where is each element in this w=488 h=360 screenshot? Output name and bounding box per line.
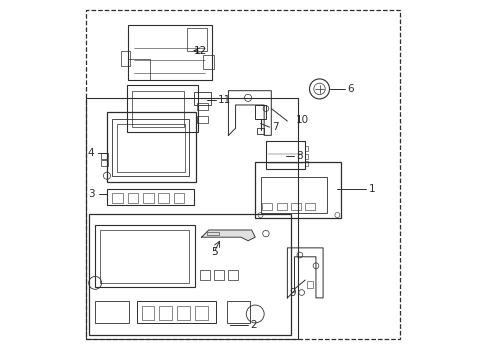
Bar [304,154,307,158]
Bar [126,85,198,132]
Text: 5: 5 [210,247,217,257]
Bar [107,189,194,205]
Bar [255,105,265,119]
Text: 2: 2 [250,320,257,330]
Polygon shape [201,230,255,241]
Bar [128,24,212,80]
Bar [89,214,290,336]
Bar [203,55,214,69]
Bar [132,91,183,127]
Bar [304,161,307,166]
Bar [177,306,189,320]
Bar [121,51,130,66]
Bar [304,146,307,151]
Bar [159,306,172,320]
Bar [85,10,399,339]
Bar [194,93,210,105]
Text: 6: 6 [346,84,353,94]
Bar [158,193,169,203]
Text: 1: 1 [367,184,374,194]
Bar [128,59,149,80]
Bar [95,301,129,323]
Bar [276,203,286,210]
Text: 9: 9 [289,288,295,297]
Bar [100,230,189,283]
Text: 12: 12 [194,46,207,56]
Bar [226,301,249,323]
Bar [112,119,189,176]
Bar [187,28,206,51]
Text: 3: 3 [88,189,95,199]
Text: 10: 10 [296,115,309,125]
Bar [85,98,298,339]
Bar [143,193,153,203]
Bar [197,103,207,111]
Bar [257,128,264,134]
Text: 4: 4 [88,148,94,158]
Bar [255,162,340,217]
Bar [214,270,224,280]
Text: 7: 7 [271,122,278,132]
Bar [195,306,207,320]
Bar [127,193,138,203]
Bar [142,306,154,320]
Bar [290,203,300,210]
Text: 11: 11 [218,95,231,105]
Bar [107,112,196,182]
Bar [101,153,108,158]
Bar [265,141,305,169]
Bar [305,203,315,210]
Bar [117,124,184,172]
Bar [200,270,209,280]
Bar [173,193,184,203]
Bar [260,177,326,213]
Bar [262,203,272,210]
Bar [228,270,238,280]
Bar [95,225,195,287]
Bar [137,301,216,323]
Bar [101,160,108,166]
Text: 8: 8 [295,151,302,161]
Bar [306,282,313,288]
Bar [197,116,207,123]
Bar [112,193,123,203]
Bar [206,232,219,235]
